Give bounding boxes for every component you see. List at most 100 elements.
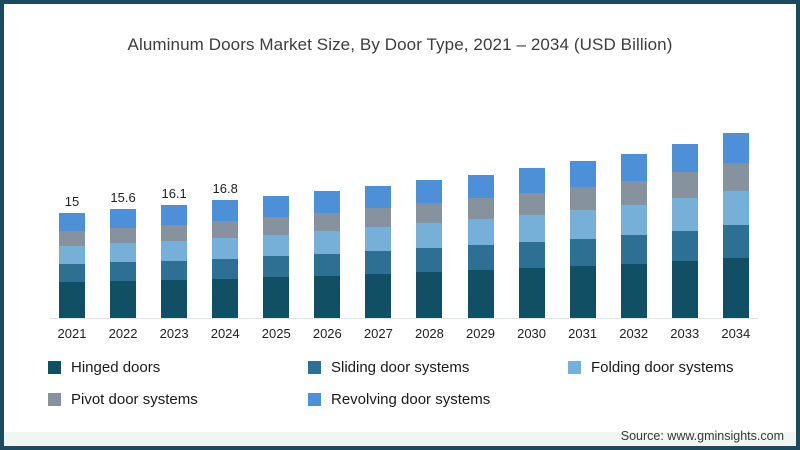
legend-label: Pivot door systems (71, 391, 198, 408)
bar-segment-pivot-door-systems (722, 162, 749, 191)
x-axis-label: 2032 (619, 326, 649, 341)
bar-value-label: 15.6 (110, 189, 136, 205)
x-axis-label: 2031 (568, 326, 598, 341)
legend-label: Sliding door systems (331, 359, 470, 376)
bar-group-2021: 15 (50, 194, 94, 318)
bar-group-2033 (663, 125, 707, 318)
bar-segment-pivot-door-systems (212, 220, 239, 238)
bar-stack (110, 208, 137, 318)
bar-segment-hinged-doors (59, 282, 85, 318)
legend-swatch-icon (568, 361, 581, 374)
bar-stack (518, 168, 545, 318)
bar-stack (722, 133, 749, 318)
legend-swatch-icon (48, 361, 61, 374)
bar-segment-sliding-door-systems (620, 235, 647, 265)
bar-segment-sliding-door-systems (365, 250, 392, 274)
bar-segment-hinged-doors (620, 264, 647, 318)
bar-group-2027 (356, 167, 400, 318)
bar-stack (314, 191, 341, 318)
bar-group-2031 (561, 142, 605, 318)
bar-segment-pivot-door-systems (569, 187, 596, 211)
bar-segment-pivot-door-systems (263, 217, 290, 235)
legend-label: Revolving door systems (331, 391, 491, 408)
x-axis: 2021 2022 2023 2024 2025 2026 2027 2028 2029 2030… (50, 326, 758, 341)
legend-item-pivot-door-systems: Pivot door systems (48, 391, 308, 408)
bar-segment-hinged-doors (110, 280, 137, 318)
bar-segment-revolving-door-systems (161, 205, 188, 225)
bar-segment-hinged-doors (671, 261, 698, 318)
legend: Hinged doors Sliding door systems Folding … (48, 359, 766, 408)
bar-segment-folding-door-systems (314, 231, 341, 255)
bar-stack (263, 196, 290, 318)
bar-segment-sliding-door-systems (416, 248, 443, 272)
bar-segment-folding-door-systems (671, 198, 698, 231)
bar-segment-sliding-door-systems (467, 245, 494, 271)
bar-segment-hinged-doors (467, 270, 494, 318)
bar-segment-sliding-door-systems (161, 260, 188, 281)
bar-segment-sliding-door-systems (314, 254, 341, 276)
bar-segment-sliding-door-systems (110, 262, 137, 281)
bar-segment-revolving-door-systems (314, 191, 341, 214)
bar-segment-revolving-door-systems (671, 143, 698, 173)
bar-segment-folding-door-systems (620, 205, 647, 236)
bar-stack (671, 143, 698, 318)
bar-segment-hinged-doors (365, 273, 392, 318)
legend-label: Folding door systems (591, 359, 734, 376)
bar-segment-revolving-door-systems (569, 161, 596, 188)
bar-segment-pivot-door-systems (110, 227, 137, 244)
bar-segment-hinged-doors (722, 257, 749, 318)
bar-group-2032 (612, 135, 656, 318)
bar-segment-pivot-door-systems (314, 213, 341, 232)
bar-segment-folding-door-systems (110, 243, 137, 263)
bar-segment-pivot-door-systems (671, 172, 698, 199)
bar-segment-revolving-door-systems (467, 174, 494, 199)
bar-group-2030 (510, 149, 554, 318)
x-axis-label: 2030 (517, 326, 547, 341)
bar-stack (620, 153, 647, 318)
bar-segment-hinged-doors (314, 276, 341, 318)
bar-segment-revolving-door-systems (722, 133, 749, 163)
x-axis-label: 2023 (159, 326, 189, 341)
bar-segment-revolving-door-systems (416, 180, 443, 204)
bar-group-2034 (714, 114, 758, 318)
bar-group-2025 (254, 177, 298, 318)
bar-stack (416, 180, 443, 318)
bar-segment-pivot-door-systems (59, 231, 85, 246)
x-axis-label: 2021 (57, 326, 87, 341)
bar-segment-pivot-door-systems (518, 193, 545, 216)
bar-segment-sliding-door-systems (569, 238, 596, 267)
x-axis-label: 2026 (312, 326, 342, 341)
legend-item-sliding-door-systems: Sliding door systems (308, 359, 568, 376)
bar-stack (212, 200, 239, 318)
bar-value-label: 16.8 (212, 181, 238, 197)
legend-item-revolving-door-systems: Revolving door systems (308, 391, 568, 408)
bar-segment-folding-door-systems (59, 245, 85, 265)
bar-segment-folding-door-systems (263, 234, 290, 257)
legend-swatch-icon (308, 361, 321, 374)
bar-segment-revolving-door-systems (365, 185, 392, 209)
bar-segment-revolving-door-systems (110, 208, 137, 228)
bar-segment-folding-door-systems (365, 227, 392, 251)
bar-segment-pivot-door-systems (620, 180, 647, 206)
legend-item-folding-door-systems: Folding door systems (568, 359, 766, 376)
bar-stack (161, 205, 188, 318)
x-axis-label: 2027 (363, 326, 393, 341)
bar-segment-hinged-doors (161, 280, 188, 318)
bar-stack (59, 213, 85, 318)
bar-segment-pivot-door-systems (416, 203, 443, 223)
bar-stack (467, 174, 494, 318)
x-axis-label: 2033 (670, 326, 700, 341)
source-strip (4, 432, 796, 446)
bar-segment-hinged-doors (569, 266, 596, 318)
bar-segment-hinged-doors (518, 268, 545, 318)
bar-segment-pivot-door-systems (467, 198, 494, 220)
bar-segment-folding-door-systems (161, 241, 188, 261)
bar-segment-pivot-door-systems (161, 224, 188, 242)
bar-group-2023: 16.1 (152, 186, 196, 318)
chart-title: Aluminum Doors Market Size, By Door Type… (127, 35, 673, 54)
bar-group-2026 (305, 172, 349, 318)
x-axis-label: 2034 (721, 326, 751, 341)
bar-segment-sliding-door-systems (671, 230, 698, 262)
bar-group-2024: 16.8 (203, 181, 247, 318)
